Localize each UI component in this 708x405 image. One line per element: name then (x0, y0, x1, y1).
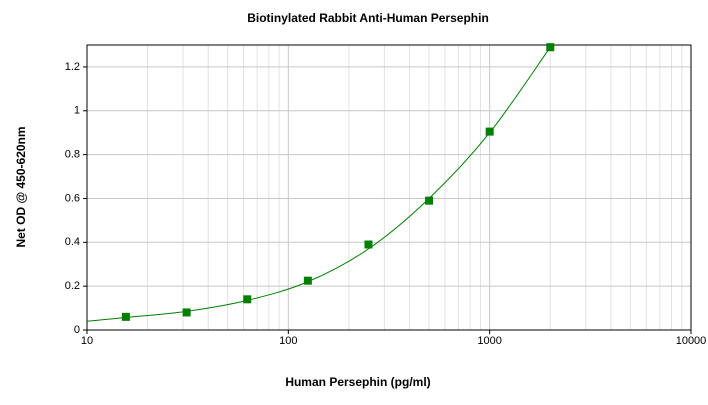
x-tick-label: 1000 (477, 335, 501, 347)
data-point (485, 127, 494, 136)
data-point (364, 240, 373, 249)
x-tick-label: 10 (81, 335, 93, 347)
x-tick-label: 10000 (676, 335, 707, 347)
x-tick-label: 100 (279, 335, 297, 347)
data-point (425, 196, 434, 205)
y-tick-label: 0.4 (65, 236, 80, 248)
y-tick-label: 1 (74, 105, 80, 117)
data-point (182, 308, 191, 317)
y-tick-label: 1.2 (65, 61, 80, 73)
y-tick-label: 0 (74, 324, 80, 336)
plot-frame (86, 44, 692, 331)
chart-title: Biotinylated Rabbit Anti-Human Persephin (247, 11, 489, 25)
x-axis-label: Human Persephin (pg/ml) (285, 375, 430, 389)
fit-curve (86, 46, 551, 322)
data-point (303, 276, 312, 285)
data-point (546, 43, 555, 52)
data-point (243, 295, 252, 304)
y-tick-label: 0.8 (65, 149, 80, 161)
data-point (121, 312, 130, 321)
y-tick-label: 0.6 (65, 192, 80, 204)
y-tick-label: 0.2 (65, 280, 80, 292)
y-axis-label: Net OD @ 450-620nm (14, 126, 28, 247)
